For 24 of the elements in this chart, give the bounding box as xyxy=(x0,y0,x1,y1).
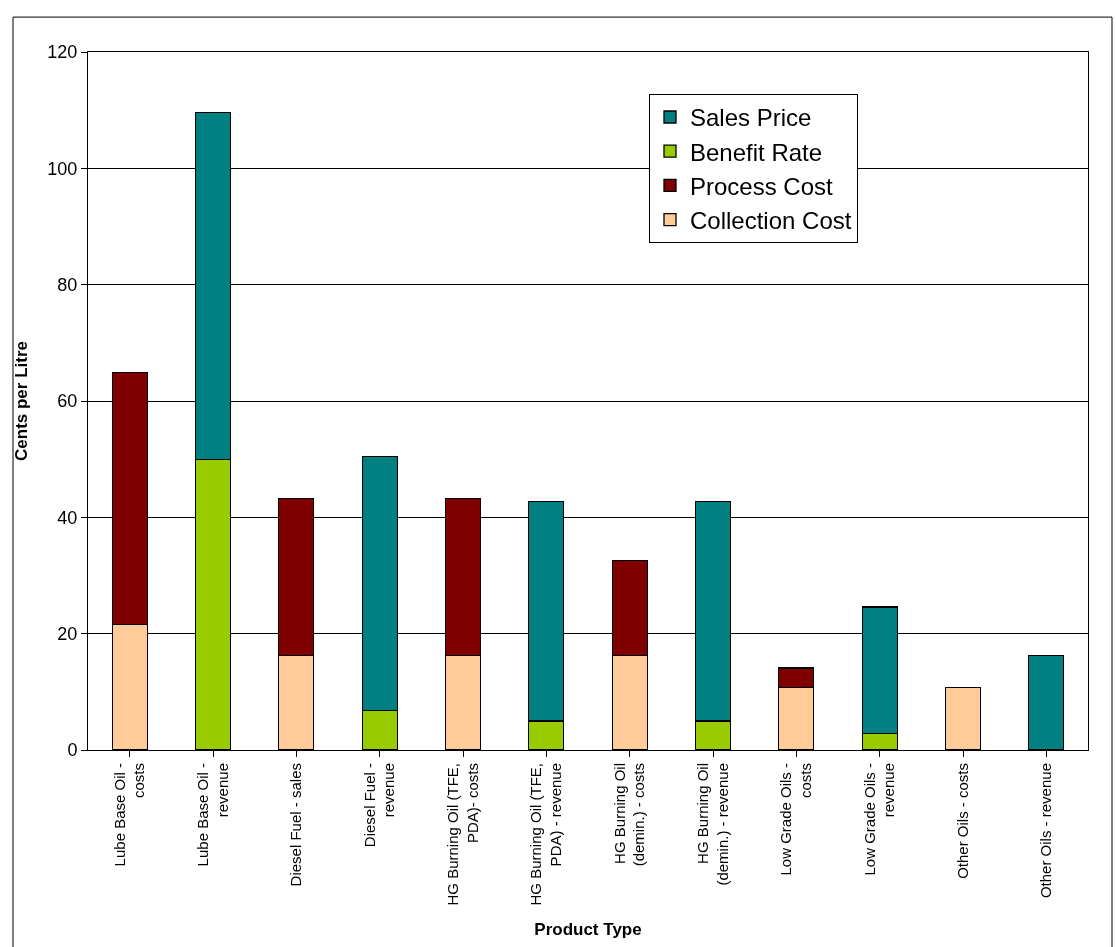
x-tick-label: Lube Base Oil - costs xyxy=(110,763,148,867)
x-tick-label: Low Grade Oils - costs xyxy=(777,763,814,876)
x-tick-label: HG Burning Oil (demin.) - revenue xyxy=(694,763,731,886)
x-tick-label: Other Oils - costs xyxy=(953,763,971,879)
x-axis-title: Product Type xyxy=(534,919,642,939)
x-tick-label: Diesel Fuel - revenue xyxy=(360,763,398,848)
legend-label: Sales Price xyxy=(690,104,812,132)
y-tick-label: 0 xyxy=(67,740,78,761)
x-tick-label: HG Burning Oil (demin.) - costs xyxy=(610,763,648,867)
x-tick-label: HG Burning Oil (TFE, PDA) - revenue xyxy=(527,763,564,906)
y-tick-label: 60 xyxy=(57,391,78,412)
legend-label: Benefit Rate xyxy=(690,138,823,166)
y-tick-label: 40 xyxy=(57,507,78,528)
y-tick-label: 20 xyxy=(57,623,78,644)
x-tick-label: Diesel Fuel - sales xyxy=(287,763,305,887)
legend-label: Process Cost xyxy=(690,172,834,200)
legend-label: Collection Cost xyxy=(690,206,852,234)
x-tick-label: Lube Base Oil - revenue xyxy=(194,763,231,867)
y-axis-title: Cents per Litre xyxy=(11,341,31,461)
x-tick-label: Other Oils - revenue xyxy=(1037,763,1055,899)
y-tick-label: 80 xyxy=(57,274,78,295)
y-tick-label: 100 xyxy=(47,158,78,179)
y-tick-label: 120 xyxy=(47,42,78,63)
x-tick-label: Low Grade Oils - revenue xyxy=(860,763,898,876)
